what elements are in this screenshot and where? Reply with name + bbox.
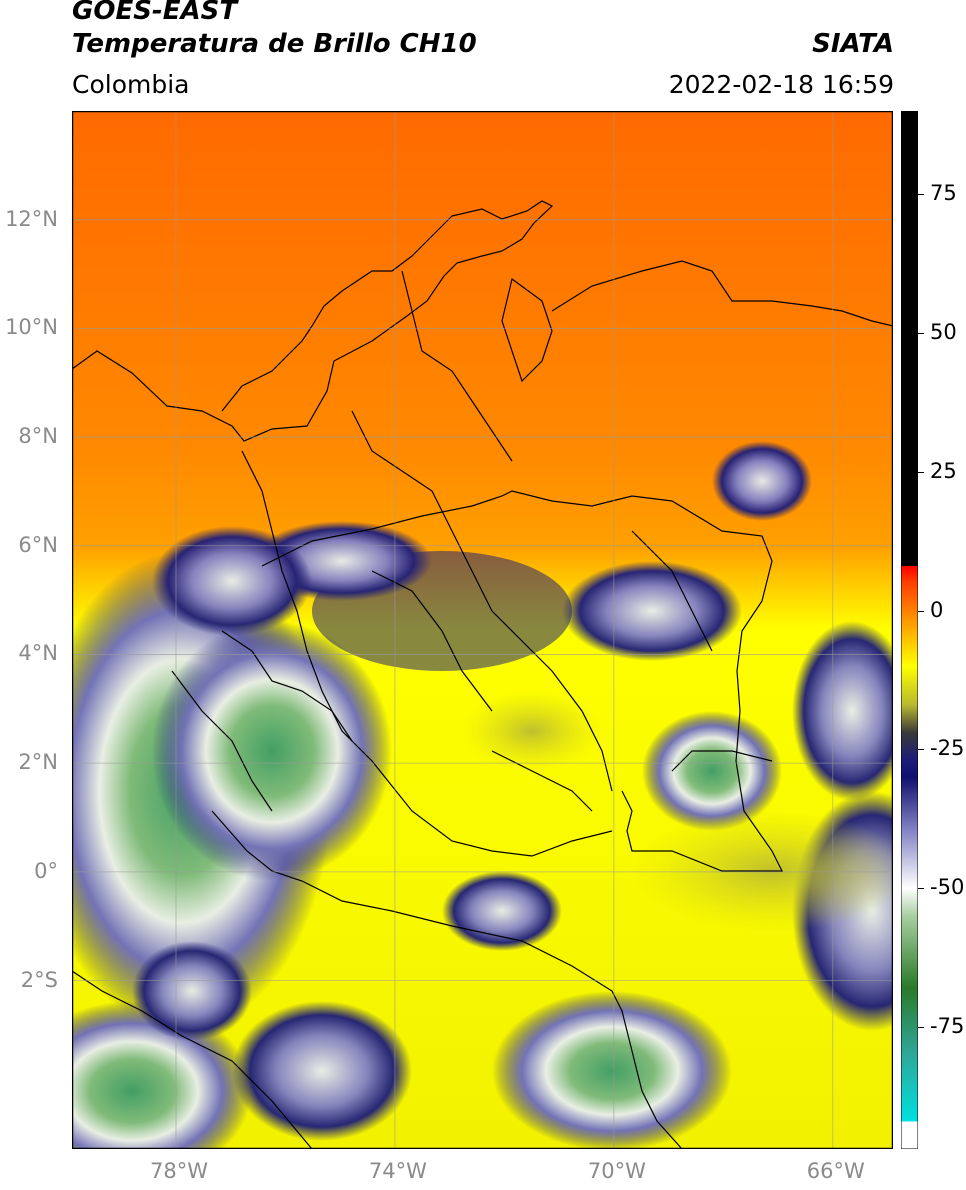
- colorbar-tick-label: 25: [930, 458, 957, 483]
- longitude-tick-label: 70°W: [587, 1159, 646, 1183]
- latitude-tick-label: 6°N: [18, 532, 58, 557]
- colorbar-tick-label: 75: [930, 181, 957, 206]
- colorbar-tick-mark: [918, 610, 924, 612]
- latitude-tick-label: 0°: [34, 858, 58, 883]
- colorbar-tick-mark: [918, 888, 924, 890]
- region-label: Colombia: [72, 70, 190, 99]
- political-boundaries: [72, 200, 893, 1149]
- latitude-tick-label: 4°N: [18, 641, 58, 666]
- colorbar-tick-mark: [918, 749, 924, 751]
- latitude-tick-label: 2°N: [18, 750, 58, 775]
- brightness-temperature-map: [72, 111, 893, 1149]
- product-title: Temperatura de Brillo CH10: [72, 29, 477, 59]
- latitude-tick-label: 8°N: [18, 424, 58, 449]
- colorbar: [901, 111, 918, 1149]
- colorbar-tick-mark: [918, 333, 924, 335]
- latitude-tick-label: 2°S: [20, 967, 58, 992]
- longitude-tick-label: 78°W: [149, 1159, 208, 1183]
- colorbar-tick-label: 0: [930, 597, 944, 622]
- map-frame: [72, 111, 893, 1149]
- colorbar-tick-label: -75: [930, 1013, 965, 1038]
- longitude-tick-label: 66°W: [806, 1159, 865, 1183]
- colorbar-tick-label: -50: [930, 875, 965, 900]
- colorbar-tick-label: 50: [930, 320, 957, 345]
- graticule: [72, 111, 893, 1149]
- datetime-label: 2022-02-18 16:59: [668, 70, 894, 99]
- latitude-tick-label: 10°N: [5, 315, 58, 340]
- longitude-tick-label: 74°W: [368, 1159, 427, 1183]
- cloud-field: [72, 441, 893, 1149]
- colorbar-tick-mark: [918, 1026, 924, 1028]
- colorbar-fill: [901, 111, 918, 1149]
- satellite-title: GOES-EAST: [72, 0, 238, 26]
- colorbar-tick-mark: [918, 471, 924, 473]
- latitude-tick-label: 12°N: [5, 206, 58, 231]
- colorbar-tick-mark: [918, 194, 924, 196]
- organization-label: SIATA: [812, 29, 894, 59]
- colorbar-tick-label: -25: [930, 736, 965, 761]
